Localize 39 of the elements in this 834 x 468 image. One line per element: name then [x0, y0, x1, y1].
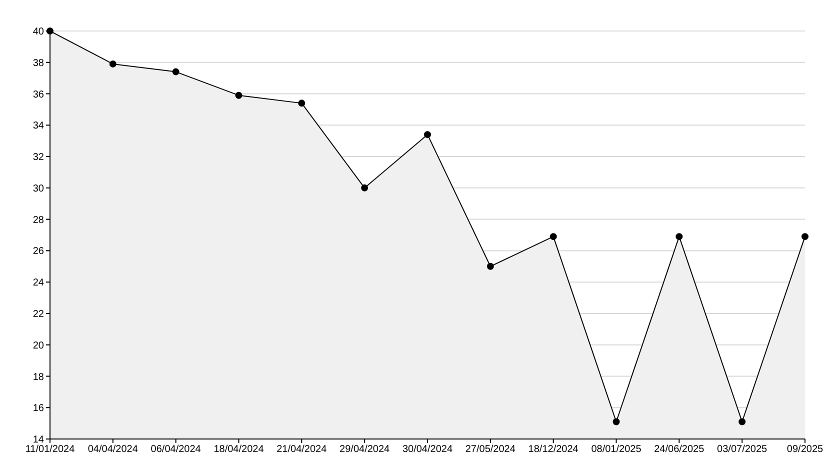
x-tick-label: 30/04/2024: [402, 444, 453, 456]
point: [612, 418, 620, 426]
y-tick-label: 14: [32, 434, 44, 446]
y-tick-label: 40: [32, 26, 44, 38]
y-tick-label: 22: [32, 309, 44, 320]
x-tick-label: 18/12/2024: [528, 444, 579, 456]
point: [424, 131, 431, 138]
point: [486, 262, 494, 270]
point: [235, 92, 242, 99]
point: [361, 184, 368, 192]
y-tick-label: 24: [32, 278, 44, 289]
y-tick-label: 32: [32, 152, 44, 164]
point: [298, 100, 306, 107]
x-tick-label: 21/04/2024: [276, 444, 328, 456]
point: [802, 233, 808, 240]
y-tick-label: 20: [32, 340, 44, 352]
x-tick-label: 11/01/2024: [25, 444, 76, 456]
x-tick-label: 04/04/2024: [88, 444, 138, 456]
x-tick-label: 24/06/2025: [654, 444, 705, 456]
y-tick-label: 34: [32, 120, 44, 132]
y-tick-label: 28: [32, 214, 44, 226]
y-tick-label: 36: [32, 89, 44, 100]
point: [676, 233, 683, 240]
point: [109, 60, 116, 68]
x-tick-label: 03/07/2025: [717, 444, 768, 456]
point: [172, 68, 180, 76]
y-tick-label: 18: [32, 372, 44, 383]
y-tick-label: 16: [32, 403, 44, 414]
point: [738, 418, 746, 426]
x-tick-label: 06/04/2024: [150, 444, 202, 456]
y-tick-label: 30: [32, 183, 44, 194]
y-tick-label: 38: [32, 58, 44, 69]
point: [550, 233, 557, 240]
x-tick-label: 27/05/2024: [465, 444, 516, 456]
x-tick-label: 29/04/2024: [340, 444, 390, 456]
x-tick-label: 18/04/2024: [214, 444, 264, 456]
x-tick-label: 09/2025: [786, 444, 824, 456]
x-tick-label: 08/01/2025: [591, 444, 642, 456]
y-tick-label: 26: [32, 246, 44, 258]
